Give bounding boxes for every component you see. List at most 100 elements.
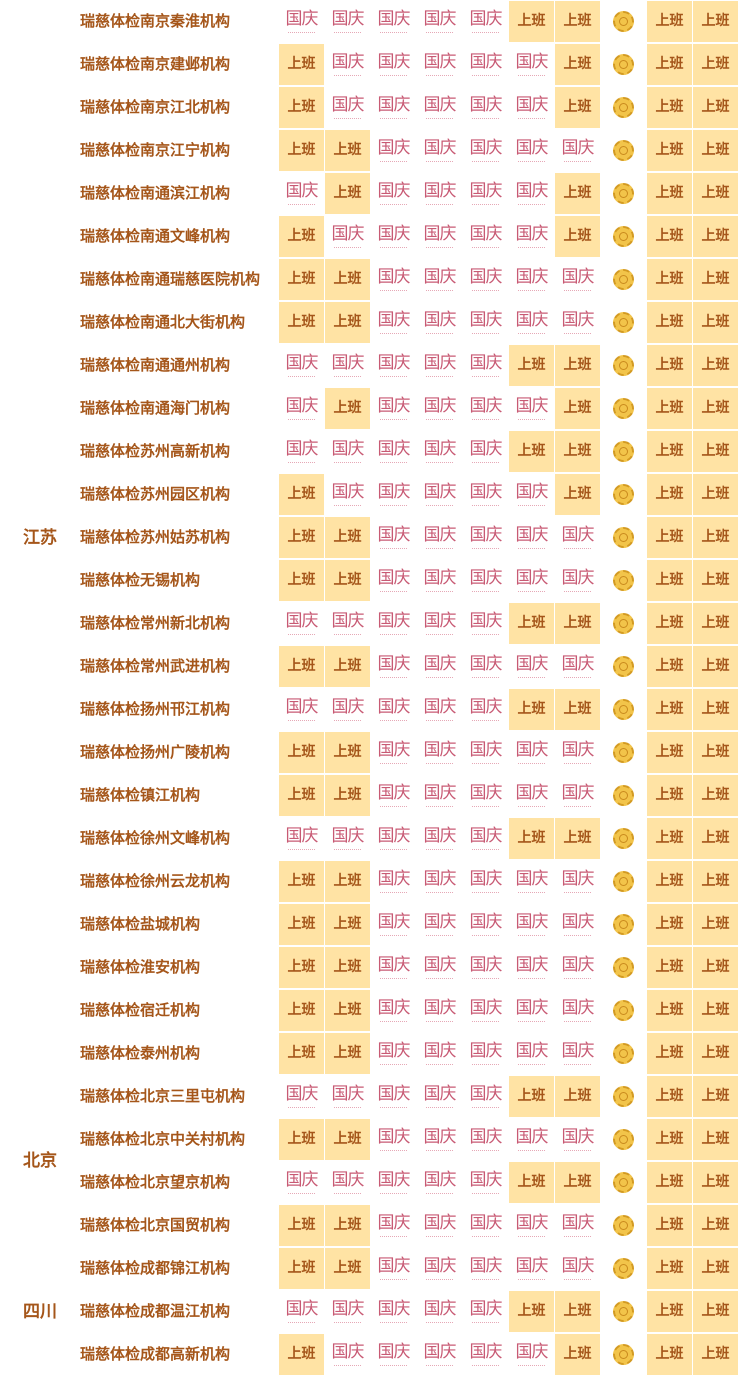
mid-autumn-cell xyxy=(601,732,646,773)
holiday-cell: 国庆 xyxy=(417,689,462,730)
holiday-cell: 国庆 xyxy=(463,1033,508,1074)
work-day-cell: 上班 xyxy=(325,1248,370,1289)
holiday-cell: 国庆 xyxy=(417,388,462,429)
table-row: 瑞慈体检北京望京机构 国庆 国庆 国庆 国庆 国庆 上班 上班 上班 上班 xyxy=(0,1161,750,1204)
work-day-cell: 上班 xyxy=(647,345,692,386)
holiday-cell: 国庆 xyxy=(555,1033,600,1074)
work-day-cell: 上班 xyxy=(693,1162,738,1203)
holiday-cell: 国庆 xyxy=(279,603,324,644)
work-day-cell: 上班 xyxy=(693,345,738,386)
work-day-cell: 上班 xyxy=(693,431,738,472)
holiday-cell: 国庆 xyxy=(463,1334,508,1375)
work-day-cell: 上班 xyxy=(647,1291,692,1332)
work-day-cell: 上班 xyxy=(647,1334,692,1375)
branch-name: 瑞慈体检宿迁机构 xyxy=(80,1001,201,1019)
holiday-cell: 国庆 xyxy=(325,1334,370,1375)
work-day-cell: 上班 xyxy=(693,1248,738,1289)
holiday-cell: 国庆 xyxy=(371,947,416,988)
mooncake-icon xyxy=(613,957,634,978)
work-day-cell: 上班 xyxy=(509,603,554,644)
branch-name: 瑞慈体检扬州广陵机构 xyxy=(80,743,231,761)
holiday-cell: 国庆 xyxy=(463,560,508,601)
holiday-cell: 国庆 xyxy=(463,302,508,343)
holiday-cell: 国庆 xyxy=(325,87,370,128)
table-row: 瑞慈体检南通通州机构 国庆 国庆 国庆 国庆 国庆 上班 上班 上班 上班 xyxy=(0,344,750,387)
work-day-cell: 上班 xyxy=(325,388,370,429)
holiday-cell: 国庆 xyxy=(555,990,600,1031)
branch-name: 瑞慈体检南通北大街机构 xyxy=(80,313,246,331)
holiday-cell: 国庆 xyxy=(371,646,416,687)
holiday-cell: 国庆 xyxy=(371,1033,416,1074)
work-day-cell: 上班 xyxy=(693,216,738,257)
mooncake-icon xyxy=(613,484,634,505)
holiday-cell: 国庆 xyxy=(509,732,554,773)
holiday-cell: 国庆 xyxy=(371,259,416,300)
mooncake-icon xyxy=(613,1172,634,1193)
mooncake-icon xyxy=(613,1344,634,1365)
holiday-cell: 国庆 xyxy=(371,818,416,859)
holiday-cell: 国庆 xyxy=(463,732,508,773)
holiday-cell: 国庆 xyxy=(463,216,508,257)
work-day-cell: 上班 xyxy=(693,775,738,816)
holiday-cell: 国庆 xyxy=(463,130,508,171)
work-day-cell: 上班 xyxy=(279,216,324,257)
work-day-cell: 上班 xyxy=(647,1076,692,1117)
holiday-cell: 国庆 xyxy=(463,904,508,945)
holiday-cell: 国庆 xyxy=(555,130,600,171)
mooncake-icon xyxy=(613,1086,634,1107)
holiday-cell: 国庆 xyxy=(509,517,554,558)
table-row: 瑞慈体检常州新北机构 国庆 国庆 国庆 国庆 国庆 上班 上班 上班 上班 xyxy=(0,602,750,645)
mooncake-icon xyxy=(613,613,634,634)
branch-name: 瑞慈体检常州新北机构 xyxy=(80,614,231,632)
work-day-cell: 上班 xyxy=(647,388,692,429)
work-day-cell: 上班 xyxy=(325,646,370,687)
holiday-cell: 国庆 xyxy=(463,689,508,730)
branch-name: 瑞慈体检盐城机构 xyxy=(80,915,201,933)
holiday-cell: 国庆 xyxy=(463,388,508,429)
holiday-cell: 国庆 xyxy=(555,560,600,601)
holiday-cell: 国庆 xyxy=(371,1291,416,1332)
mid-autumn-cell xyxy=(601,818,646,859)
holiday-cell: 国庆 xyxy=(417,1205,462,1246)
province-label: 北京 xyxy=(23,1151,57,1171)
holiday-cell: 国庆 xyxy=(417,1291,462,1332)
mooncake-icon xyxy=(613,742,634,763)
holiday-cell: 国庆 xyxy=(279,388,324,429)
work-day-cell: 上班 xyxy=(693,302,738,343)
holiday-cell: 国庆 xyxy=(417,474,462,515)
work-day-cell: 上班 xyxy=(647,1033,692,1074)
work-day-cell: 上班 xyxy=(555,1334,600,1375)
work-day-cell: 上班 xyxy=(647,990,692,1031)
holiday-cell: 国庆 xyxy=(325,44,370,85)
holiday-cell: 国庆 xyxy=(463,947,508,988)
branch-name: 瑞慈体检淮安机构 xyxy=(80,958,201,976)
mid-autumn-cell xyxy=(601,990,646,1031)
mid-autumn-cell xyxy=(601,474,646,515)
mooncake-icon xyxy=(613,527,634,548)
mid-autumn-cell xyxy=(601,431,646,472)
work-day-cell: 上班 xyxy=(647,173,692,214)
work-day-cell: 上班 xyxy=(279,1119,324,1160)
work-day-cell: 上班 xyxy=(279,646,324,687)
holiday-cell: 国庆 xyxy=(509,302,554,343)
holiday-cell: 国庆 xyxy=(463,818,508,859)
holiday-cell: 国庆 xyxy=(555,861,600,902)
mooncake-icon xyxy=(613,1215,634,1236)
holiday-cell: 国庆 xyxy=(371,560,416,601)
work-day-cell: 上班 xyxy=(279,1033,324,1074)
holiday-cell: 国庆 xyxy=(509,947,554,988)
holiday-cell: 国庆 xyxy=(371,130,416,171)
table-row: 瑞慈体检常州武进机构 上班 上班 国庆 国庆 国庆 国庆 国庆 上班 上班 xyxy=(0,645,750,688)
holiday-cell: 国庆 xyxy=(417,861,462,902)
mooncake-icon xyxy=(613,226,634,247)
work-day-cell: 上班 xyxy=(647,861,692,902)
branch-name: 瑞慈体检南京江宁机构 xyxy=(80,141,231,159)
work-day-cell: 上班 xyxy=(693,646,738,687)
work-day-cell: 上班 xyxy=(279,130,324,171)
branch-name: 瑞慈体检南京秦淮机构 xyxy=(80,12,231,30)
work-day-cell: 上班 xyxy=(279,732,324,773)
work-day-cell: 上班 xyxy=(325,560,370,601)
work-day-cell: 上班 xyxy=(555,1076,600,1117)
holiday-cell: 国庆 xyxy=(371,990,416,1031)
holiday-cell: 国庆 xyxy=(417,216,462,257)
